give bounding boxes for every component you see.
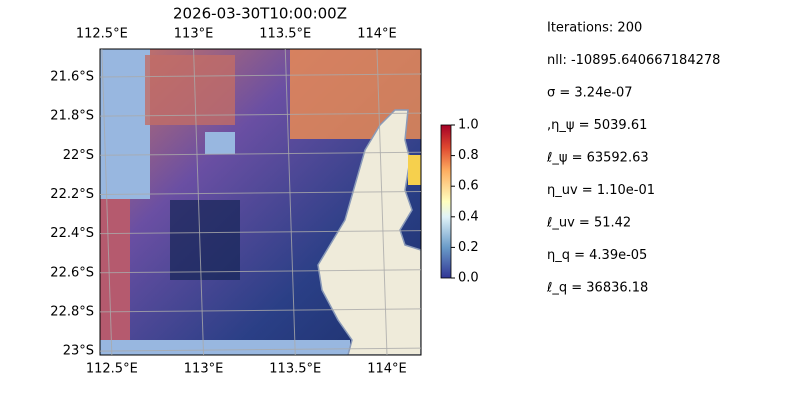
lat-tick-label: 22.8°S bbox=[50, 304, 94, 319]
lon-tick-label-bottom: 113°E bbox=[184, 362, 224, 377]
lat-tick-label: 22°S bbox=[63, 148, 94, 163]
lat-grid-line bbox=[100, 73, 421, 78]
colorbar-tick-label: 0.4 bbox=[458, 209, 479, 224]
map-field bbox=[100, 49, 421, 355]
lon-tick-label-top: 113°E bbox=[174, 27, 214, 42]
lon-tick-label-top: 113.5°E bbox=[259, 27, 311, 42]
stat-line: ℓ_ψ = 63592.63 bbox=[546, 151, 649, 166]
lon-tick-label-top: 114°E bbox=[357, 27, 397, 42]
map-frame bbox=[99, 48, 422, 356]
colorbar bbox=[440, 124, 452, 279]
stat-line: Iterations: 200 bbox=[547, 21, 642, 36]
lat-grid-line bbox=[100, 347, 421, 352]
stat-line: nll: -10895.640667184278 bbox=[547, 53, 720, 68]
colorbar-tick-label: 0.6 bbox=[458, 179, 479, 194]
stat-line: ,η_ψ = 5039.61 bbox=[547, 118, 647, 133]
stat-line: σ = 3.24e-07 bbox=[547, 86, 633, 101]
colorbar-tick-label: 0.0 bbox=[458, 271, 479, 286]
stat-line: ℓ_q = 36836.18 bbox=[546, 281, 648, 296]
lon-grid-line bbox=[284, 49, 296, 355]
lat-grid-line bbox=[100, 308, 421, 313]
stat-line: ℓ_uv = 51.42 bbox=[546, 216, 631, 231]
colorbar-tick-label: 1.0 bbox=[458, 118, 479, 133]
lat-grid-line bbox=[100, 151, 421, 156]
lon-tick-label-bottom: 113.5°E bbox=[269, 362, 321, 377]
lat-grid-line bbox=[100, 230, 421, 235]
lon-tick-label-bottom: 112.5°E bbox=[86, 362, 138, 377]
lat-grid-line bbox=[100, 269, 421, 274]
lat-tick-label: 22.6°S bbox=[50, 265, 94, 280]
lon-tick-label-bottom: 114°E bbox=[367, 362, 407, 377]
lat-tick-label: 22.4°S bbox=[50, 226, 94, 241]
lon-tick-label-top: 112.5°E bbox=[76, 27, 128, 42]
map-title: 2026-03-30T10:00:00Z bbox=[173, 5, 347, 23]
colorbar-tick-label: 0.8 bbox=[458, 148, 479, 163]
lat-tick-label: 21.8°S bbox=[50, 109, 94, 124]
lat-grid-line bbox=[100, 112, 421, 117]
lat-grid-line bbox=[100, 190, 421, 195]
lon-grid-line bbox=[101, 49, 113, 355]
lat-tick-label: 22.2°S bbox=[50, 187, 94, 202]
lon-grid-line bbox=[193, 49, 205, 355]
lat-tick-label: 23°S bbox=[63, 344, 94, 359]
lon-grid-line bbox=[376, 49, 388, 355]
colorbar-tick-label: 0.2 bbox=[458, 240, 479, 255]
lat-tick-label: 21.6°S bbox=[50, 69, 94, 84]
stat-line: η_q = 4.39e-05 bbox=[547, 248, 647, 263]
stat-line: η_uv = 1.10e-01 bbox=[547, 183, 655, 198]
